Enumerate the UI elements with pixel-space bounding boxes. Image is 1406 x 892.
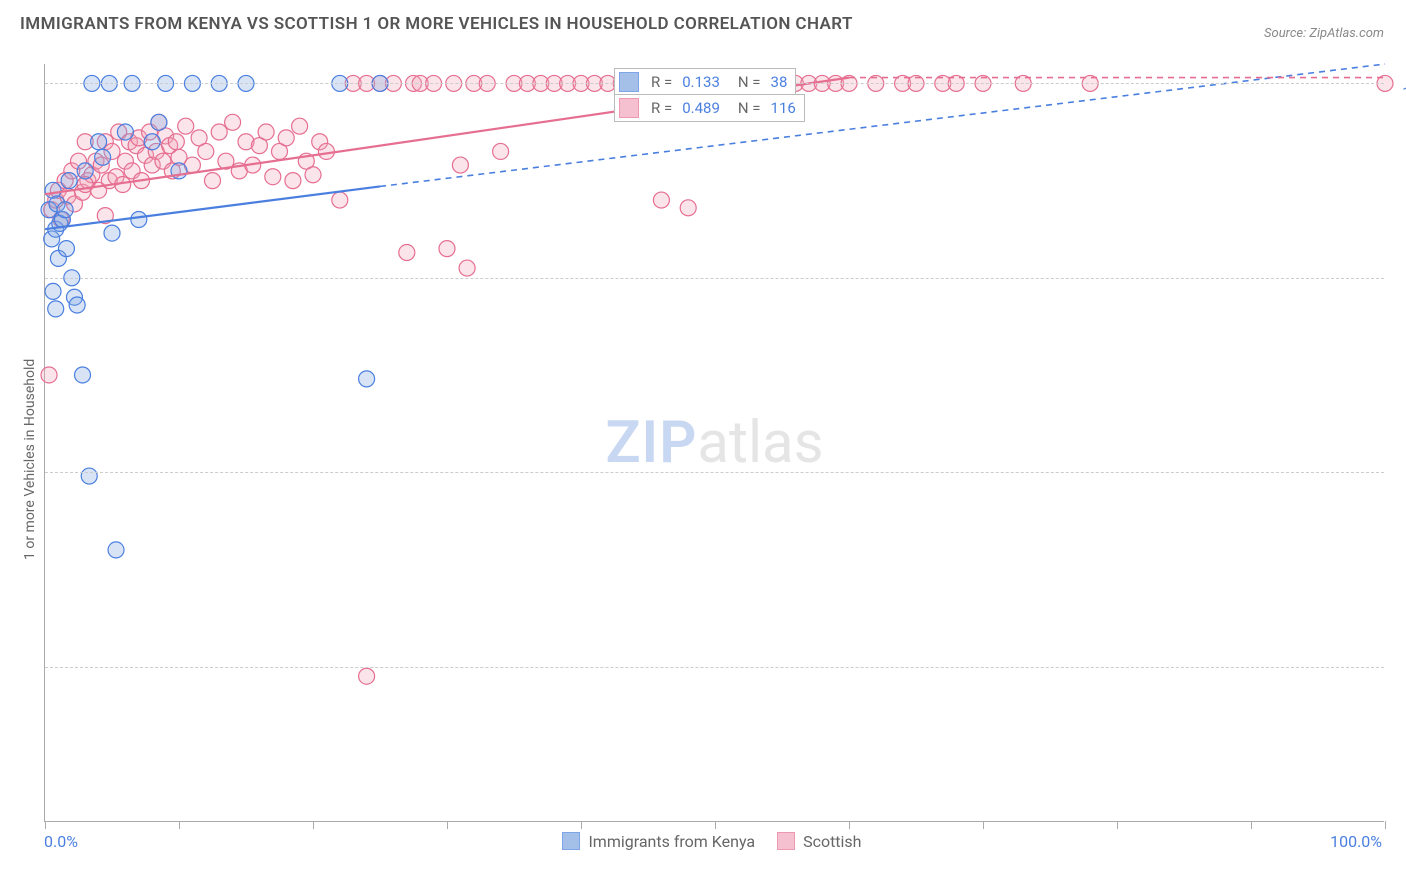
scatter-point-a (151, 114, 167, 130)
gridline (45, 667, 1384, 668)
x-tick (715, 821, 716, 829)
scatter-point-b (653, 192, 669, 208)
y-tick-label: 90.0% (1394, 278, 1406, 297)
bottom-legend-label-a: Immigrants from Kenya (588, 832, 755, 851)
chart-svg (45, 64, 1385, 822)
scatter-point-b (452, 157, 468, 173)
x-tick (1251, 821, 1252, 829)
x-tick (179, 821, 180, 829)
scatter-point-b (680, 200, 696, 216)
legend-r-value-a: 0.133 (682, 73, 720, 91)
legend-stats-row-b: R = 0.489 N = 116 (614, 94, 805, 122)
legend-r-label-b: R = (651, 99, 672, 117)
scatter-point-b (41, 367, 57, 383)
scatter-point-a (57, 202, 73, 218)
plot-area: ZIPatlas 70.0%80.0%90.0%100.0% (44, 64, 1384, 822)
scatter-point-b (178, 118, 194, 134)
chart-title: IMMIGRANTS FROM KENYA VS SCOTTISH 1 OR M… (20, 14, 853, 34)
y-tick-label: 70.0% (1394, 667, 1406, 686)
scatter-point-a (91, 134, 107, 150)
scatter-point-a (104, 225, 120, 241)
scatter-point-a (75, 367, 91, 383)
scatter-point-b (278, 130, 294, 146)
scatter-point-a (58, 241, 74, 257)
scatter-point-b (168, 134, 184, 150)
scatter-point-a (77, 163, 93, 179)
legend-n-value-b: 116 (771, 99, 796, 117)
gridline (45, 472, 1384, 473)
scatter-point-a (359, 371, 375, 387)
y-tick-label: 100.0% (1394, 83, 1406, 102)
scatter-point-b (225, 114, 241, 130)
scatter-point-a (131, 211, 147, 227)
legend-r-value-b: 0.489 (682, 99, 720, 117)
scatter-point-b (318, 143, 334, 159)
scatter-point-a (61, 173, 77, 189)
y-tick-label: 80.0% (1394, 472, 1406, 491)
scatter-point-b (205, 173, 221, 189)
source-caption: Source: ZipAtlas.com (1264, 26, 1384, 41)
x-tick (447, 821, 448, 829)
x-tick (313, 821, 314, 829)
legend-swatch-b-icon (619, 98, 639, 118)
x-tick (581, 821, 582, 829)
gridline (45, 278, 1384, 279)
scatter-point-a (81, 468, 97, 484)
scatter-point-b (359, 668, 375, 684)
legend-stats-row-a: R = 0.133 N = 38 (614, 68, 796, 96)
scatter-point-b (493, 143, 509, 159)
scatter-point-a (69, 297, 85, 313)
bottom-legend-swatch-b-icon (777, 832, 795, 850)
legend-swatch-a-icon (619, 72, 639, 92)
scatter-point-b (332, 192, 348, 208)
x-tick (849, 821, 850, 829)
scatter-point-b (211, 124, 227, 140)
legend-r-label-a: R = (651, 73, 672, 91)
legend-n-value-a: 38 (771, 73, 788, 91)
y-axis-title: 1 or more Vehicles in Household (22, 359, 38, 560)
scatter-point-b (399, 245, 415, 261)
scatter-point-a (48, 301, 64, 317)
x-tick (45, 821, 46, 829)
scatter-point-a (45, 283, 61, 299)
legend-n-label-a: N = (738, 73, 761, 91)
scatter-point-b (439, 241, 455, 257)
scatter-point-a (108, 542, 124, 558)
scatter-point-b (292, 118, 308, 134)
scatter-point-b (265, 169, 281, 185)
scatter-point-b (459, 260, 475, 276)
bottom-legend-swatch-a-icon (562, 832, 580, 850)
scatter-point-b (198, 143, 214, 159)
bottom-legend: Immigrants from Kenya Scottish (0, 832, 1406, 851)
scatter-point-a (144, 134, 160, 150)
x-tick (1385, 821, 1386, 829)
scatter-point-b (285, 173, 301, 189)
legend-n-label-b: N = (738, 99, 761, 117)
x-tick (983, 821, 984, 829)
scatter-point-a (117, 124, 133, 140)
scatter-point-a (95, 149, 111, 165)
bottom-legend-label-b: Scottish (803, 832, 861, 851)
scatter-point-b (305, 167, 321, 183)
scatter-point-b (258, 124, 274, 140)
x-tick (1117, 821, 1118, 829)
